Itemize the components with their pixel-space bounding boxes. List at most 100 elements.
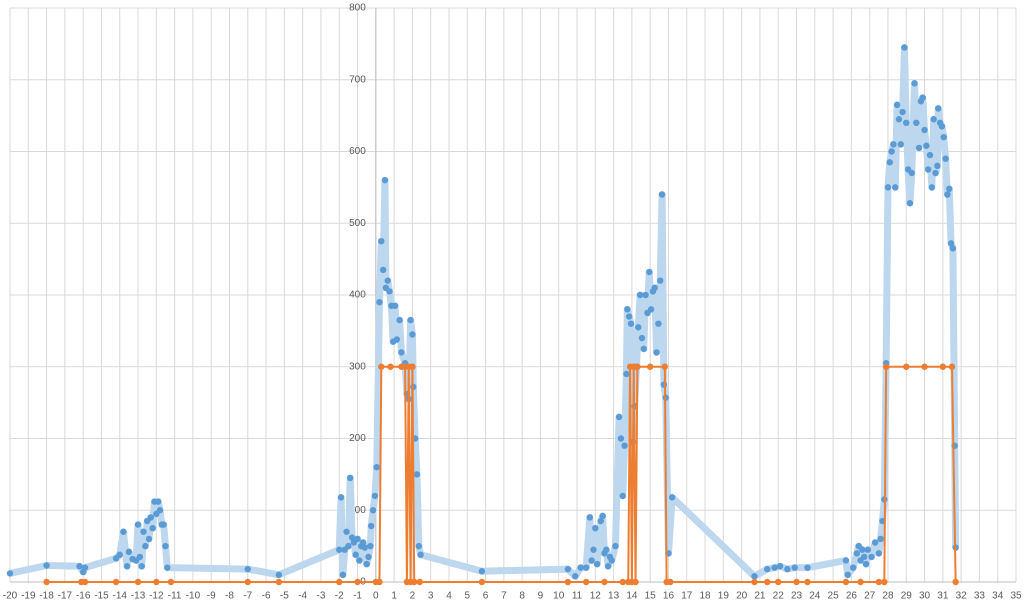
data-point [784, 565, 791, 573]
data-point [145, 535, 153, 543]
data-point [906, 199, 914, 207]
y-tick-label: 200 [349, 433, 366, 444]
data-point [655, 320, 662, 327]
data-point [592, 524, 599, 532]
data-point [365, 553, 372, 561]
data-point [376, 298, 383, 306]
x-tick-label: 31 [937, 591, 949, 602]
data-point [140, 528, 147, 535]
data-point [125, 548, 133, 556]
data-point [623, 370, 630, 378]
data-point [948, 363, 956, 370]
x-tick-label: 14 [626, 591, 638, 602]
data-point [882, 363, 890, 370]
data-point [764, 578, 771, 586]
x-tick-label: -10 [186, 591, 201, 602]
x-tick-label: 5 [464, 591, 470, 602]
data-point [875, 578, 883, 586]
data-point [661, 363, 669, 370]
data-point [897, 141, 904, 148]
data-point [926, 151, 934, 159]
data-point [156, 507, 164, 514]
x-tick-label: -8 [225, 591, 234, 602]
data-point [886, 159, 893, 166]
data-point [604, 563, 612, 570]
data-point [593, 560, 601, 568]
y-tick-label: 400 [349, 290, 366, 301]
x-tick-label: 13 [608, 591, 620, 602]
data-point [409, 363, 416, 370]
x-tick-label: -9 [207, 591, 216, 602]
x-tick-label: 25 [828, 591, 840, 602]
x-tick-label: 34 [992, 591, 1004, 602]
data-point [903, 119, 910, 127]
data-point [164, 564, 171, 571]
data-point [588, 557, 595, 564]
data-point [384, 277, 391, 284]
x-tick-label: 28 [882, 591, 894, 602]
x-tick-label: -19 [21, 591, 36, 602]
data-point [942, 155, 949, 162]
data-point [775, 578, 782, 586]
data-point [76, 563, 83, 570]
data-point [881, 578, 888, 586]
data-point [857, 578, 864, 586]
data-point [142, 542, 149, 550]
x-tick-label: 2 [410, 591, 416, 602]
data-point [638, 334, 646, 342]
data-point [624, 306, 631, 313]
data-point [640, 345, 647, 353]
data-point [625, 313, 633, 320]
data-point [619, 578, 626, 586]
data-point [411, 578, 418, 586]
data-point [791, 564, 798, 571]
data-point [120, 528, 127, 535]
data-point [398, 349, 405, 356]
data-point [352, 551, 359, 558]
data-point [81, 564, 89, 571]
x-tick-label: -12 [149, 591, 164, 602]
x-tick-label: -15 [94, 591, 109, 602]
data-point [356, 557, 363, 564]
data-point [339, 571, 347, 579]
data-point [919, 94, 926, 101]
data-point [336, 578, 343, 586]
data-point [359, 539, 367, 546]
x-tick-label: 8 [519, 591, 525, 602]
data-point [81, 578, 89, 586]
y-tick-label: 100 [349, 505, 366, 516]
data-point [393, 336, 401, 343]
data-point [336, 546, 343, 553]
data-point [275, 571, 283, 579]
data-point [586, 514, 594, 521]
data-point [275, 578, 283, 586]
x-tick-label: -20 [3, 591, 18, 602]
data-point [908, 169, 915, 177]
data-point [478, 578, 486, 586]
data-point [653, 349, 660, 356]
data-point [935, 105, 942, 112]
data-point [928, 184, 936, 191]
data-point [844, 571, 851, 579]
data-point [913, 119, 920, 127]
data-point [646, 363, 654, 370]
x-tick-label: 3 [428, 591, 434, 602]
data-point [793, 578, 800, 586]
data-point [112, 578, 120, 586]
data-point [804, 578, 811, 586]
x-tick-label: -16 [76, 591, 91, 602]
data-point [337, 494, 345, 501]
data-point [925, 166, 932, 173]
x-tick-label: -13 [131, 591, 146, 602]
x-tick-label: 29 [901, 591, 913, 602]
data-point [154, 498, 162, 505]
data-point [416, 578, 423, 586]
data-point [582, 578, 590, 586]
data-point [577, 564, 584, 571]
data-point [946, 185, 953, 193]
data-point [571, 573, 579, 580]
data-point [378, 237, 385, 245]
data-point [888, 148, 895, 155]
data-point [657, 277, 664, 284]
data-point [642, 291, 649, 299]
